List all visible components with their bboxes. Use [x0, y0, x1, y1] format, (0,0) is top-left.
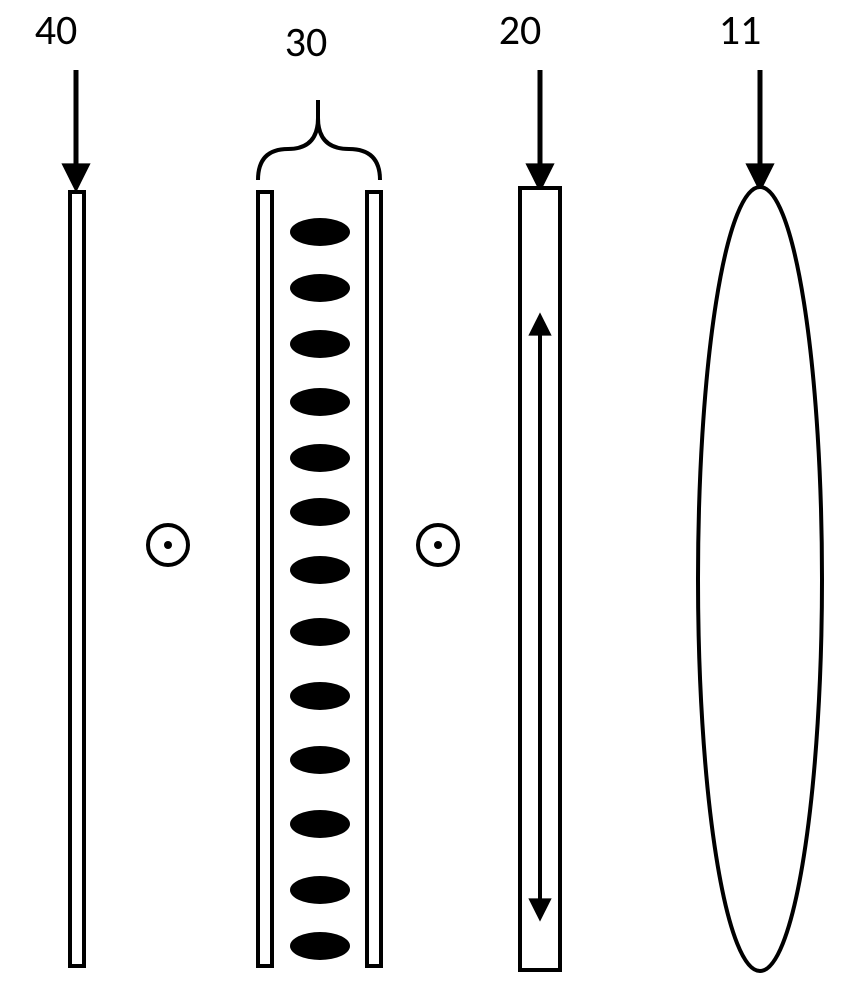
cell-ellipse-1 [290, 274, 350, 302]
cell-ellipse-5 [290, 498, 350, 526]
label-far: 11 [719, 5, 762, 56]
cell-ellipse-9 [290, 746, 350, 774]
lens-11 [698, 187, 822, 971]
out-of-page-dot-right [434, 541, 442, 549]
cell-ellipse-2 [290, 330, 350, 358]
out-of-page-dot-left [164, 541, 172, 549]
cell-ellipse-10 [290, 810, 350, 838]
brace-30 [258, 118, 380, 180]
label-center: 30 [285, 17, 328, 68]
label-right: 20 [499, 5, 542, 56]
label-left: 40 [35, 5, 78, 56]
slab-40 [70, 192, 84, 966]
cell-ellipse-4 [290, 444, 350, 472]
cell-ellipse-12 [290, 932, 350, 960]
cell-ellipse-8 [290, 682, 350, 710]
cell-left-plate [258, 192, 272, 966]
cell-right-plate [367, 192, 381, 966]
cell-ellipse-6 [290, 556, 350, 584]
cell-ellipse-7 [290, 618, 350, 646]
cell-ellipse-3 [290, 388, 350, 416]
cell-ellipse-11 [290, 876, 350, 904]
cell-ellipse-0 [290, 218, 350, 246]
